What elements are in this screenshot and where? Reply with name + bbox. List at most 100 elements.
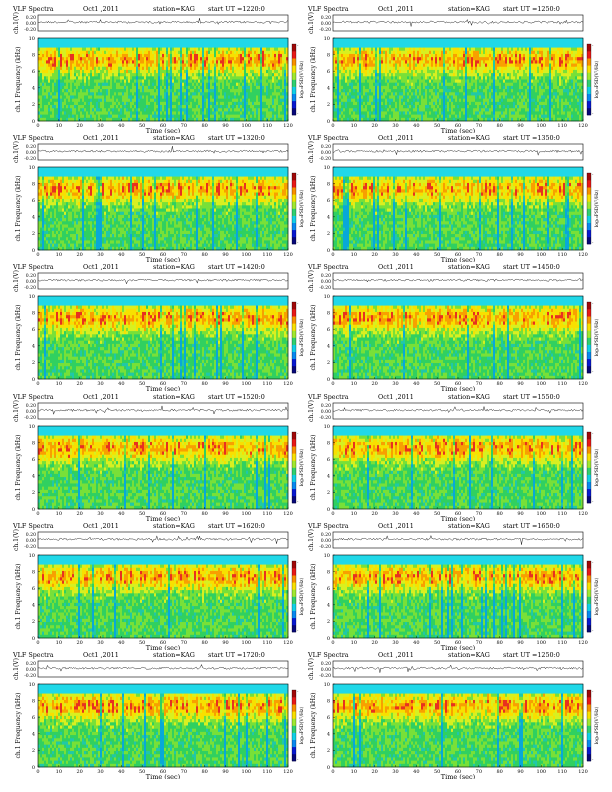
y-tick-label: 0 bbox=[32, 765, 35, 771]
y-tick-label: 6 bbox=[327, 457, 330, 463]
x-tick-label: 60 bbox=[455, 252, 461, 258]
waveform-tick-label: 0.20 bbox=[321, 661, 331, 667]
x-tick-label: 20 bbox=[76, 511, 82, 517]
waveform-frame bbox=[37, 660, 289, 678]
colorbar bbox=[291, 689, 297, 762]
x-tick-label: 80 bbox=[201, 769, 207, 775]
x-tick-label: 100 bbox=[537, 640, 547, 646]
x-tick-label: 30 bbox=[392, 381, 398, 387]
x-tick-label: 80 bbox=[496, 640, 502, 646]
spectrogram-ylabel: ch.1 Frequency (kHz) bbox=[310, 176, 317, 242]
x-tick-label: 10 bbox=[56, 640, 62, 646]
waveform-tick-label: 0.20 bbox=[321, 403, 331, 409]
panel-date: Oct1 ,2011 bbox=[378, 263, 414, 271]
x-tick-label: 100 bbox=[242, 123, 252, 129]
panel-title: VLF Spectra bbox=[13, 393, 54, 401]
x-tick-label: 70 bbox=[476, 381, 482, 387]
x-tick-label: 0 bbox=[36, 640, 39, 646]
waveform-trace bbox=[332, 18, 584, 27]
x-tick-label: 40 bbox=[413, 252, 419, 258]
waveform-tick-label: 0.00 bbox=[321, 21, 331, 27]
spectrogram-panel: VLF Spectra Oct1 ,2011 station=KAG start UT… bbox=[303, 522, 603, 650]
x-tick-label: 0 bbox=[331, 252, 334, 258]
x-tick-label: 10 bbox=[56, 252, 62, 258]
colorbar-tick: - bbox=[297, 301, 299, 306]
panel-station: station=KAG bbox=[153, 5, 195, 13]
x-tick-label: 40 bbox=[413, 769, 419, 775]
x-tick-label: 120 bbox=[578, 769, 588, 775]
x-tick-label: 80 bbox=[496, 252, 502, 258]
x-tick-label: 20 bbox=[76, 769, 82, 775]
colorbar-tick: - bbox=[297, 240, 299, 245]
x-tick-label: 0 bbox=[331, 381, 334, 387]
waveform-tick-label: 0.20 bbox=[26, 661, 36, 667]
x-tick-label: 120 bbox=[578, 123, 588, 129]
panel-plot: 0.200.00-0.20 ch.1(V) 0 2 4 6 8 10 ch.1 Frequenc… bbox=[13, 400, 305, 521]
x-axis-label: Time (sec) bbox=[441, 256, 476, 262]
panel-station: station=KAG bbox=[448, 522, 490, 530]
x-tick-label: 70 bbox=[476, 123, 482, 129]
waveform-tick-label: 0.20 bbox=[321, 15, 331, 21]
panel-title: VLF Spectra bbox=[308, 651, 349, 659]
colorbar-label: log₁₀PSD(V²/Hz) bbox=[298, 578, 305, 616]
x-tick-label: 80 bbox=[201, 252, 207, 258]
colorbar-tick: - bbox=[297, 499, 299, 504]
panel-plot: 0.200.00-0.20 ch.1(V) 0 2 4 6 8 10 ch.1 Frequenc… bbox=[308, 658, 600, 779]
x-tick-label: 60 bbox=[160, 640, 166, 646]
x-tick-label: 80 bbox=[201, 511, 207, 517]
x-tick-label: 90 bbox=[222, 511, 228, 517]
panel-plot: 0.200.00-0.20 ch.1(V) 0 2 4 6 8 10 ch.1 Frequenc… bbox=[308, 270, 600, 391]
y-tick-label: 4 bbox=[327, 603, 330, 609]
panel-station: station=KAG bbox=[153, 651, 195, 659]
x-tick-label: 20 bbox=[371, 511, 377, 517]
x-axis-label: Time (sec) bbox=[146, 515, 181, 521]
waveform-tick-label: 0.00 bbox=[26, 667, 36, 673]
x-tick-label: 110 bbox=[557, 123, 567, 129]
waveform-trace bbox=[333, 149, 584, 157]
y-tick-label: 8 bbox=[327, 181, 330, 187]
waveform-tick-label: -0.20 bbox=[319, 673, 331, 679]
y-tick-label: 8 bbox=[32, 440, 35, 446]
panel-title: VLF Spectra bbox=[13, 263, 54, 271]
spectrogram-panel: VLF Spectra Oct1 ,2011 station=KAG start UT… bbox=[8, 522, 308, 650]
y-tick-label: 4 bbox=[32, 732, 35, 738]
y-tick-label: 0 bbox=[327, 248, 330, 254]
x-tick-label: 20 bbox=[371, 769, 377, 775]
y-tick-label: 10 bbox=[324, 553, 330, 559]
x-tick-label: 30 bbox=[97, 252, 103, 258]
x-tick-label: 10 bbox=[351, 640, 357, 646]
x-tick-label: 20 bbox=[76, 640, 82, 646]
y-tick-label: 0 bbox=[32, 377, 35, 383]
y-tick-label: 4 bbox=[32, 344, 35, 350]
x-tick-label: 40 bbox=[413, 381, 419, 387]
x-tick-label: 10 bbox=[351, 252, 357, 258]
y-tick-label: 2 bbox=[327, 360, 330, 366]
waveform-ylabel: ch.1(V) bbox=[308, 400, 315, 422]
x-tick-label: 20 bbox=[371, 123, 377, 129]
y-tick-label: 0 bbox=[32, 248, 35, 254]
x-tick-label: 60 bbox=[455, 381, 461, 387]
panel-station: station=KAG bbox=[153, 522, 195, 530]
panel-plot: 0.200.00-0.20 ch.1(V) 0 2 4 6 8 10 ch.1 Frequenc… bbox=[13, 12, 305, 133]
y-tick-label: 10 bbox=[29, 294, 35, 300]
waveform-tick-label: 0.20 bbox=[26, 273, 36, 279]
panel-date: Oct1 ,2011 bbox=[83, 134, 119, 142]
y-tick-label: 6 bbox=[32, 69, 35, 75]
colorbar-label: log₁₀PSD(V²/Hz) bbox=[298, 707, 305, 745]
colorbar-tick: - bbox=[592, 43, 594, 48]
waveform-frame bbox=[332, 531, 584, 549]
waveform-trace bbox=[37, 278, 289, 285]
spectrogram-ylabel: ch.1 Frequency (kHz) bbox=[310, 305, 317, 371]
x-tick-label: 0 bbox=[36, 252, 39, 258]
y-tick-label: 6 bbox=[32, 198, 35, 204]
colorbar-label: log₁₀PSD(V²/Hz) bbox=[593, 61, 600, 99]
panel-title: VLF Spectra bbox=[308, 5, 349, 13]
waveform-tick-label: 0.20 bbox=[26, 403, 36, 409]
y-tick-label: 2 bbox=[327, 231, 330, 237]
spectrogram-ylabel: ch.1 Frequency (kHz) bbox=[310, 564, 317, 630]
x-tick-label: 80 bbox=[496, 769, 502, 775]
x-tick-label: 120 bbox=[578, 252, 588, 258]
x-tick-label: 50 bbox=[139, 252, 145, 258]
x-tick-label: 50 bbox=[139, 511, 145, 517]
y-tick-label: 0 bbox=[32, 507, 35, 513]
